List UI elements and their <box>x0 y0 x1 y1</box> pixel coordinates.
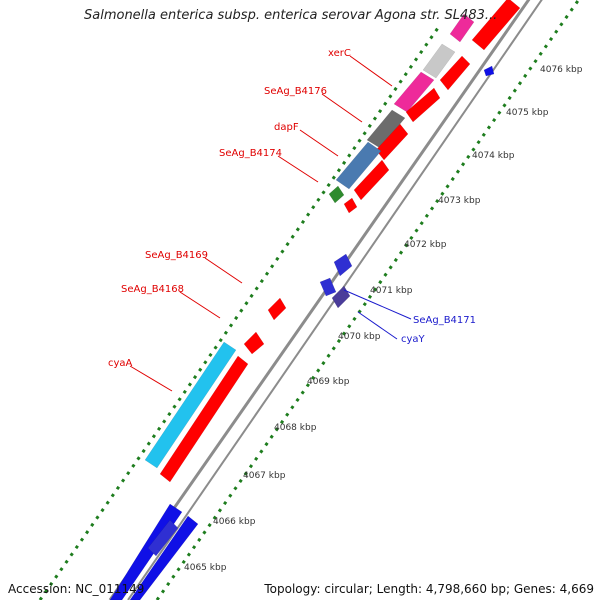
gene-label: dapF <box>274 122 299 133</box>
gene-arrow <box>243 331 265 355</box>
genome-title: Salmonella enterica subsp. enterica sero… <box>84 8 498 23</box>
scale-label: 4072 kbp <box>404 240 447 250</box>
gene-block <box>366 109 406 149</box>
label-leader-line <box>204 257 243 284</box>
label-leader-line <box>321 93 363 123</box>
gene-block <box>129 515 199 600</box>
gene-block <box>449 13 475 43</box>
gene-arrow <box>159 355 249 483</box>
label-leader-line <box>277 155 319 183</box>
accession-text: Accession: NC_011149 <box>8 582 145 596</box>
gene-features <box>109 0 521 600</box>
gene-label: SeAg_B4174 <box>219 148 282 159</box>
gene-block <box>144 341 237 469</box>
scale-label: 4069 kbp <box>307 377 350 387</box>
gene-arrow <box>333 253 353 277</box>
gene-arrow <box>375 123 409 161</box>
genome-summary-text: Topology: circular; Length: 4,798,660 bp… <box>264 582 594 596</box>
scale-label: 4071 kbp <box>370 286 413 296</box>
label-leader-line <box>349 55 393 87</box>
gene-arrow <box>471 0 521 51</box>
gene-arrow <box>405 87 441 123</box>
gene-arrow <box>319 277 337 297</box>
scale-label: 4073 kbp <box>438 196 481 206</box>
label-leader-line <box>299 129 339 157</box>
scale-label: 4068 kbp <box>274 423 317 433</box>
scale-label: 4075 kbp <box>506 108 549 118</box>
gene-block <box>393 71 435 113</box>
tick-marks <box>38 0 581 600</box>
scale-label: 4076 kbp <box>540 65 583 75</box>
label-leader-line <box>129 365 173 392</box>
tick-row-inner <box>155 0 581 600</box>
gene-label: cyaA <box>108 358 133 369</box>
label-leader-line <box>357 311 398 340</box>
gene-block <box>422 43 456 79</box>
gene-block <box>335 141 382 190</box>
gene-arrow <box>147 519 179 557</box>
label-leader-line <box>343 289 412 320</box>
gene-label: SeAg_B4168 <box>121 284 184 295</box>
gene-arrow <box>343 197 358 214</box>
gene-label: cyaY <box>401 334 426 345</box>
scale-label: 4065 kbp <box>184 563 227 573</box>
label-leader-line <box>179 291 221 319</box>
gene-block <box>328 185 345 204</box>
backbone-line <box>108 0 531 600</box>
gene-block <box>331 285 351 309</box>
gene-arrow <box>353 159 390 201</box>
gene-arrow <box>267 297 287 321</box>
scale-labels: 4076 kbp 4075 kbp 4074 kbp 4073 kbp 4072 kbp… <box>184 65 583 573</box>
gene-label: xerC <box>328 48 351 59</box>
gene-arrow <box>483 65 495 77</box>
scale-label: 4074 kbp <box>472 151 515 161</box>
gene-label: SeAg_B4169 <box>145 250 208 261</box>
scale-label: 4067 kbp <box>243 471 286 481</box>
tick-row-outer <box>38 24 442 600</box>
scale-label: 4066 kbp <box>213 517 256 527</box>
gene-label: SeAg_B4176 <box>264 86 327 97</box>
scale-label: 4070 kbp <box>338 332 381 342</box>
gene-arrow <box>439 55 471 91</box>
gene-labels: xerC SeAg_B4176 dapF SeAg_B4174 SeAg_B4169 Se… <box>108 48 476 392</box>
gene-label: SeAg_B4171 <box>413 315 476 326</box>
